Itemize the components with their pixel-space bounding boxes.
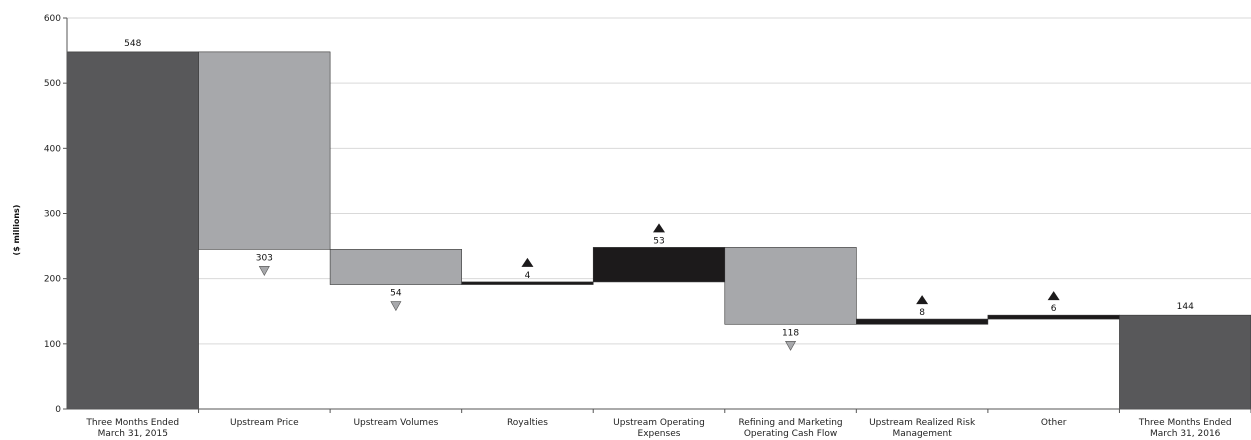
value-label: 53	[653, 236, 664, 246]
x-category-label-line: March 31, 2016	[1150, 429, 1221, 439]
y-axis-label: ($ millions)	[12, 205, 21, 256]
x-category-label-line: Upstream Price	[230, 418, 299, 428]
x-category-label-line: Upstream Volumes	[353, 418, 438, 428]
y-tick-label: 300	[44, 210, 61, 220]
bar-1	[66, 51, 199, 410]
x-category-label-line: Management	[892, 429, 952, 439]
x-category-label-line: Operating Cash Flow	[744, 429, 837, 439]
x-category-label: Royalties	[507, 418, 548, 428]
value-label: 144	[1177, 302, 1194, 312]
bar-3	[329, 249, 462, 285]
arrow-up-icon	[1047, 291, 1060, 301]
bars: 548 303 54 4 53 118 8 6 144	[66, 39, 1251, 410]
y-tick-label: 0	[55, 405, 61, 415]
y-tick-label: 400	[44, 144, 61, 154]
arrow-down-icon	[390, 301, 402, 312]
x-category-label: Upstream Realized Risk Management	[869, 418, 976, 439]
value-label: 6	[1051, 304, 1057, 314]
x-category-label-line: Upstream Realized Risk	[869, 418, 976, 428]
x-category-label: Upstream Price	[230, 418, 299, 428]
arrow-down-icon	[785, 340, 797, 351]
bar-5	[592, 247, 726, 283]
x-category-label-line: Royalties	[507, 418, 548, 428]
arrow-up-icon	[916, 295, 929, 305]
value-label: 118	[782, 328, 799, 338]
x-category-label-line: Expenses	[638, 429, 681, 439]
y-tick-label: 600	[44, 14, 61, 24]
x-category-label: Refining and Marketing Operating Cash Flo…	[738, 418, 842, 439]
arrow-up-icon	[521, 257, 534, 267]
bar-7	[856, 318, 989, 325]
x-category-label-line: Refining and Marketing	[738, 418, 842, 428]
y-tick-label: 200	[44, 275, 61, 285]
value-label: 303	[256, 253, 273, 263]
y-tick-label: 100	[44, 340, 61, 350]
bar-6	[724, 247, 857, 325]
arrow-down-icon	[258, 266, 270, 276]
x-category-label-line: Upstream Operating	[613, 418, 705, 428]
x-category-label-line: March 31, 2015	[98, 429, 168, 439]
x-category-label: Three Months Ended March 31, 2015	[85, 418, 179, 439]
value-label: 54	[390, 289, 402, 299]
bar-2	[198, 51, 331, 250]
x-category-label: Upstream Operating Expenses	[613, 418, 705, 439]
arrow-up-icon	[653, 223, 665, 233]
value-label: 8	[919, 308, 925, 318]
x-category-label-line: Other	[1041, 418, 1067, 428]
value-label: 548	[124, 39, 141, 49]
x-category-label: Other	[1041, 418, 1067, 428]
bar-4	[461, 281, 594, 285]
y-tick-label: 500	[44, 79, 61, 89]
bar-8	[987, 314, 1120, 320]
x-category-label-line: Three Months Ended	[1138, 418, 1232, 428]
x-category-label-line: Three Months Ended	[85, 418, 179, 428]
bar-9	[1119, 314, 1251, 410]
value-label: 4	[525, 271, 531, 281]
x-category-label: Upstream Volumes	[353, 418, 438, 428]
x-category-label: Three Months Ended March 31, 2016	[1138, 418, 1232, 439]
